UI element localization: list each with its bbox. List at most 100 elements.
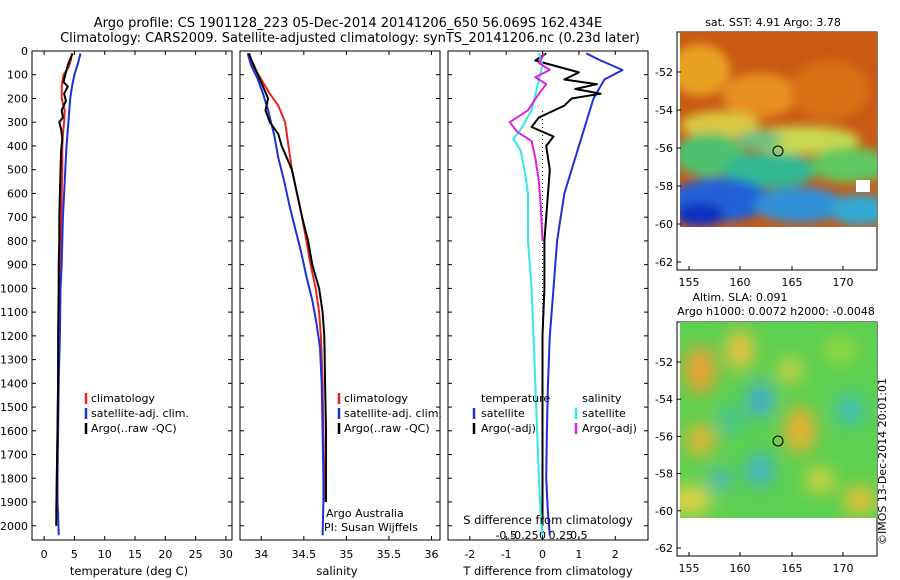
sst-map: sat. SST: 4.91 Argo: 3.78 — [676, 16, 878, 271]
map-y-tick-label: -60 — [655, 218, 673, 231]
legend-label-climatology: climatology — [91, 392, 155, 405]
legend-heading-temperature: temperature — [481, 392, 550, 405]
figure-title-line1: Argo profile: CS 1901128_223 05-Dec-2014… — [94, 16, 602, 31]
map-x-tick-label: 170 — [833, 562, 854, 575]
y-tick-label: 2000 — [0, 520, 28, 533]
y-tick-label: 100 — [7, 69, 28, 82]
salinity-xlabel: salinity — [316, 564, 357, 578]
x-tick-label: 36 — [424, 548, 438, 561]
y-tick-label: 400 — [7, 140, 28, 153]
sla-map: Altim. SLA: 0.091 Argo h1000: 0.0072 h20… — [676, 291, 878, 557]
x-tick-label: 5 — [71, 548, 78, 561]
map-x-tick-label: 165 — [782, 562, 803, 575]
x-tick-label: 35 — [339, 548, 353, 561]
y-tick-label: 1800 — [0, 472, 28, 485]
difference-xlabel: T difference from climatology — [462, 564, 633, 578]
map-y-tick-label: -54 — [655, 393, 673, 406]
series-line-salinity-argo-adj- — [508, 52, 551, 241]
map-y-tick-label: -56 — [655, 142, 673, 155]
y-tick-label: 1300 — [0, 354, 28, 367]
legend-label-argo: Argo(..raw -QC) — [344, 422, 430, 435]
secondary-x-tick-label: 0.5 — [570, 529, 588, 542]
map-y-tick-label: -58 — [655, 468, 673, 481]
y-tick-label: 200 — [7, 92, 28, 105]
difference-legend: temperature satellite Argo(-adj) salinit… — [472, 392, 637, 435]
series-line-argo-raw-qc- — [247, 52, 327, 502]
sst-map-title: sat. SST: 4.91 Argo: 3.78 — [705, 16, 841, 29]
y-tick-label: 600 — [7, 187, 28, 200]
map-x-tick-label: 170 — [833, 276, 854, 289]
series-line-salinity-satellite — [512, 53, 544, 536]
y-tick-label: 300 — [7, 116, 28, 129]
x-tick-label: 1 — [575, 548, 582, 561]
legend-label-satellite: satellite-adj. clim. — [344, 407, 442, 420]
x-tick-label: 0 — [539, 548, 546, 561]
temperature-legend: climatology satellite-adj. clim. Argo(..… — [84, 392, 189, 435]
series-line-argo-raw-qc- — [55, 53, 74, 526]
figure-title-line2: Climatology: CARS2009. Satellite-adjuste… — [60, 31, 640, 46]
map-y-tick-label: -62 — [655, 256, 673, 269]
map-tick-layer: 155 160 165 170 -52 -54 -56 -58 -60 -62 155 160 165 1… — [655, 66, 853, 575]
difference-axes-frame — [447, 50, 649, 541]
tick-layer: 0100200300400500600700800900100011001200… — [0, 45, 648, 561]
map-y-tick-label: -52 — [655, 356, 673, 369]
temperature-xlabel: temperature (deg C) — [70, 564, 188, 578]
map-y-tick-label: -52 — [655, 66, 673, 79]
legend-label-temp-satellite: satellite — [481, 407, 525, 420]
y-tick-label: 1400 — [0, 377, 28, 390]
series-line-satellite-adj-clim- — [246, 53, 325, 536]
map-y-tick-label: -58 — [655, 180, 673, 193]
sla-map-title-line1: Altim. SLA: 0.091 — [692, 291, 787, 304]
y-tick-label: 1200 — [0, 330, 28, 343]
profile-lines-layer — [55, 52, 624, 540]
legend-label-argo: Argo(..raw -QC) — [91, 422, 177, 435]
x-tick-label: 10 — [98, 548, 112, 561]
map-y-tick-label: -60 — [655, 505, 673, 518]
y-tick-label: 1000 — [0, 282, 28, 295]
map-x-tick-label: 160 — [730, 562, 751, 575]
y-tick-label: 0 — [21, 45, 28, 58]
argo-float-marker — [772, 145, 784, 157]
y-tick-label: 1500 — [0, 401, 28, 414]
x-tick-label: 20 — [158, 548, 172, 561]
imos-timestamp-stamp: ©IMOS 13-Dec-2014 20:01:01 — [876, 378, 889, 545]
x-tick-label: 15 — [128, 548, 142, 561]
y-tick-label: 500 — [7, 164, 28, 177]
argo-float-marker — [772, 435, 784, 447]
sla-map-title-line2: Argo h1000: 0.0072 h2000: -0.0048 — [677, 305, 875, 318]
x-tick-label: 25 — [189, 548, 203, 561]
series-line-temperature-satellite — [545, 52, 624, 536]
x-tick-label: 34 — [254, 548, 268, 561]
legend-label-satellite: satellite-adj. clim. — [91, 407, 189, 420]
y-tick-label: 800 — [7, 235, 28, 248]
map-y-tick-label: -56 — [655, 430, 673, 443]
secondary-x-tick-label: 0.25 — [548, 529, 573, 542]
map-x-tick-label: 155 — [679, 276, 700, 289]
temperature-axes-frame — [31, 50, 233, 541]
series-line-temperature-argo-adj- — [530, 52, 602, 526]
difference-xlabel-top: S difference from climatology — [463, 513, 633, 527]
legend-label-climatology: climatology — [344, 392, 408, 405]
salinity-axes-frame — [239, 50, 441, 541]
x-tick-label: -1 — [501, 548, 512, 561]
sst-map-field — [680, 32, 877, 227]
legend-label-temp-argo: Argo(-adj) — [481, 422, 536, 435]
legend-label-sal-satellite: satellite — [582, 407, 626, 420]
salinity-legend: climatology satellite-adj. clim. Argo(..… — [324, 392, 442, 534]
x-tick-label: 34.5 — [292, 548, 317, 561]
y-tick-label: 900 — [7, 259, 28, 272]
map-y-tick-label: -54 — [655, 104, 673, 117]
y-tick-label: 1900 — [0, 496, 28, 509]
sla-map-field — [680, 322, 877, 518]
argo-australia-note: Argo Australia — [326, 507, 404, 520]
x-tick-label: 0 — [41, 548, 48, 561]
x-tick-label: -2 — [464, 548, 475, 561]
x-tick-label: 35.5 — [377, 548, 402, 561]
secondary-x-tick-label: -0.25 — [510, 529, 538, 542]
map-x-tick-label: 160 — [730, 276, 751, 289]
legend-label-sal-argo: Argo(-adj) — [582, 422, 637, 435]
x-tick-label: 2 — [612, 548, 619, 561]
y-tick-label: 1600 — [0, 425, 28, 438]
series-line-climatology — [248, 53, 326, 502]
